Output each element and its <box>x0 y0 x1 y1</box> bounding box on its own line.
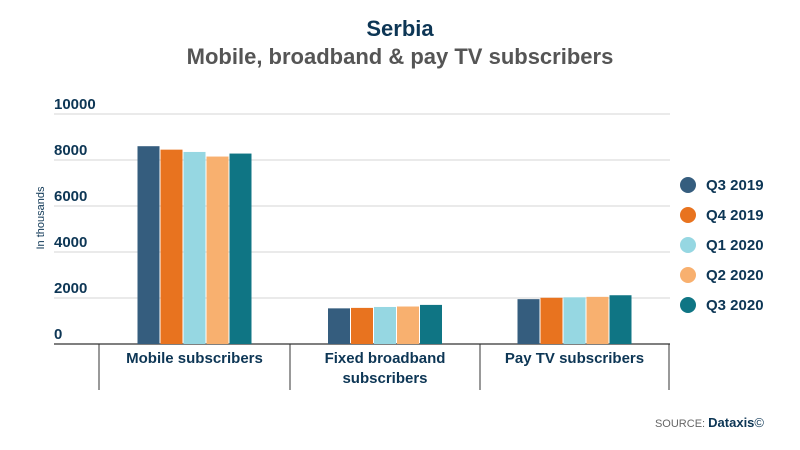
bar <box>351 307 373 344</box>
y-tick-label: 2000 <box>54 280 87 297</box>
y-tick-label: 10000 <box>54 96 96 113</box>
y-tick-label: 8000 <box>54 142 87 159</box>
legend-label: Q3 2019 <box>706 176 764 194</box>
legend-item: Q3 2020 <box>680 290 764 320</box>
source-name: Dataxis <box>708 415 755 430</box>
legend-item: Q4 2019 <box>680 200 764 230</box>
legend-label: Q1 2020 <box>706 236 764 254</box>
y-tick-label: 6000 <box>54 188 87 205</box>
bar <box>137 146 160 344</box>
legend-item: Q1 2020 <box>680 230 764 260</box>
bar <box>183 151 206 344</box>
bar <box>206 156 229 344</box>
chart-subtitle: Mobile, broadband & pay TV subscribers <box>186 44 614 69</box>
legend-swatch <box>680 177 696 193</box>
bar <box>328 308 350 344</box>
bar <box>374 306 396 344</box>
chart-title: Serbia <box>366 16 434 41</box>
category-label: Mobile subscribers <box>126 350 263 367</box>
category-label: subscribers <box>342 370 427 387</box>
bar <box>609 295 632 344</box>
legend-label: Q2 2020 <box>706 266 764 284</box>
y-tick-label: 0 <box>54 326 62 343</box>
legend-item: Q3 2019 <box>680 170 764 200</box>
category-label: Pay TV subscribers <box>505 350 644 367</box>
chart-legend: Q3 2019 Q4 2019 Q1 2020 Q2 2020 Q3 2020 <box>680 170 764 320</box>
bar <box>420 304 442 344</box>
bar <box>563 297 586 344</box>
category-label: Fixed broadband <box>325 350 446 367</box>
bar <box>229 153 252 344</box>
source-label: SOURCE: <box>654 418 706 430</box>
legend-swatch <box>680 207 696 223</box>
bar <box>397 306 419 344</box>
copyright-icon: © <box>754 415 764 430</box>
legend-label: Q4 2019 <box>706 206 764 224</box>
legend-item: Q2 2020 <box>680 260 764 290</box>
source-credit: SOURCE: Dataxis© <box>655 415 764 430</box>
bar <box>160 149 183 344</box>
legend-label: Q3 2020 <box>706 296 764 314</box>
legend-swatch <box>680 267 696 283</box>
legend-swatch <box>680 297 696 313</box>
bar <box>517 299 540 344</box>
y-tick-label: 4000 <box>54 234 87 251</box>
y-axis-label: In thousands <box>35 186 47 249</box>
legend-swatch <box>680 237 696 253</box>
bar <box>540 297 563 344</box>
bar <box>586 296 609 344</box>
